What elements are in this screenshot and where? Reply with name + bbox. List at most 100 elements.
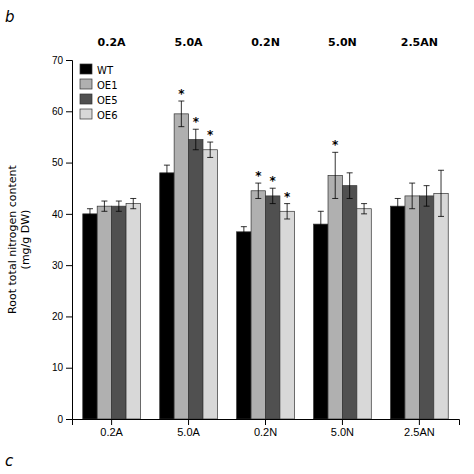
x-tick: 2.5AN	[404, 419, 435, 438]
x-tick: 5.0A	[177, 419, 200, 438]
bar	[237, 232, 251, 419]
chart: * * * * * * * 0.2A 5.0A 0.2N 5.0N 2.5AN 0 10 20 30 40 50 6…	[0, 0, 474, 474]
y-tick: 70	[52, 55, 72, 66]
legend-label: WT	[97, 65, 114, 76]
legend-swatch	[80, 109, 92, 119]
error-bar	[87, 209, 93, 219]
x-tick-label: 5.0N	[331, 426, 354, 438]
y-axis: 0 10 20 30 40 50 60 70	[52, 55, 73, 425]
legend-item: OE6	[80, 109, 118, 121]
y-tick: 10	[52, 362, 72, 373]
bar	[189, 139, 203, 419]
error-bars	[116, 129, 430, 211]
bar	[112, 206, 126, 419]
y-axis-title: Root total nitrogen content(mg/g DW)	[6, 164, 32, 313]
error-bar	[395, 198, 401, 213]
top-label: 0.2N	[251, 36, 280, 49]
bar	[314, 224, 328, 419]
y-tick: 30	[52, 260, 72, 271]
y-tick-mark	[66, 60, 72, 61]
significance: *	[193, 115, 200, 129]
x-axis-line	[73, 420, 460, 426]
significance: *	[284, 190, 291, 204]
legend-label: OE6	[97, 110, 118, 121]
x-tick-label: 0.2N	[254, 426, 277, 438]
y-tick-label: 40	[52, 209, 64, 220]
x-tick-mark	[419, 419, 420, 425]
bar	[405, 196, 419, 419]
series	[97, 101, 419, 419]
series	[83, 165, 405, 419]
legend-swatch	[80, 64, 92, 74]
y-axis-title-line: (mg/g DW)	[19, 210, 32, 270]
error-bar	[409, 183, 415, 209]
y-tick-mark	[66, 419, 72, 420]
x-tick-mark	[188, 419, 189, 425]
x-tick-label: 5.0A	[177, 426, 200, 438]
significance: *	[332, 138, 339, 152]
y-tick: 20	[52, 311, 72, 322]
bar	[266, 196, 280, 419]
error-bars	[101, 101, 415, 211]
error-bar	[130, 198, 136, 208]
x-tick-label: 0.2A	[100, 426, 123, 438]
legend-swatch	[80, 94, 92, 104]
bar	[97, 206, 111, 419]
y-tick: 50	[52, 157, 72, 168]
top-labels: 0.2A 5.0A 0.2N 5.0N 2.5AN	[98, 36, 438, 49]
y-axis-title-line: Root total nitrogen content	[6, 164, 19, 313]
y-tick-mark	[66, 214, 72, 215]
y-tick-mark	[66, 316, 72, 317]
error-bar	[207, 142, 213, 157]
bar	[342, 186, 356, 419]
x-tick: 0.2N	[254, 419, 277, 438]
error-bar	[255, 183, 261, 198]
error-bars	[130, 142, 444, 219]
error-bar	[438, 170, 444, 216]
y-tick-label: 60	[52, 106, 64, 117]
bar	[126, 204, 140, 419]
error-bar	[361, 204, 367, 214]
error-bar	[241, 227, 247, 237]
y-tick: 40	[52, 209, 72, 220]
y-tick: 60	[52, 106, 72, 117]
annotations: * * * * * * *	[178, 87, 339, 204]
y-tick-label: 20	[52, 311, 64, 322]
top-label: 5.0A	[175, 36, 203, 49]
y-tick-label: 70	[52, 55, 64, 66]
error-bar	[424, 186, 430, 207]
legend-item: OE5	[80, 94, 118, 106]
bar	[174, 114, 188, 419]
x-tick-mark	[111, 419, 112, 425]
bar	[83, 214, 97, 419]
bar	[391, 206, 405, 419]
significance: *	[207, 128, 214, 142]
series	[112, 129, 434, 419]
bar	[434, 193, 448, 419]
error-bar	[116, 201, 122, 211]
x-tick: 0.2A	[100, 419, 123, 438]
significance: *	[178, 87, 185, 101]
significance: *	[255, 169, 262, 183]
bar	[357, 209, 371, 419]
error-bar	[101, 201, 107, 211]
legend-item: OE1	[80, 79, 118, 91]
x-axis: 0.2A 5.0A 0.2N 5.0N 2.5AN	[73, 419, 460, 438]
error-bar	[164, 165, 170, 180]
plot: * * * * * * * 0.2A 5.0A 0.2N 5.0N 2.5AN 0 10 20 30 40 50 6…	[52, 55, 460, 438]
legend-swatch	[80, 79, 92, 89]
x-tick-mark	[342, 419, 343, 425]
error-bar	[193, 129, 199, 150]
error-bar	[318, 211, 324, 237]
top-label: 5.0N	[328, 36, 357, 49]
top-label: 2.5AN	[401, 36, 438, 49]
marks	[83, 101, 448, 419]
x-tick-label: 2.5AN	[404, 426, 435, 438]
error-bar	[347, 173, 353, 199]
significance: *	[270, 174, 277, 188]
y-tick: 0	[57, 414, 72, 425]
y-tick-mark	[66, 163, 72, 164]
bar	[280, 211, 294, 419]
y-tick-label: 10	[52, 362, 64, 373]
top-label: 0.2A	[98, 36, 126, 49]
